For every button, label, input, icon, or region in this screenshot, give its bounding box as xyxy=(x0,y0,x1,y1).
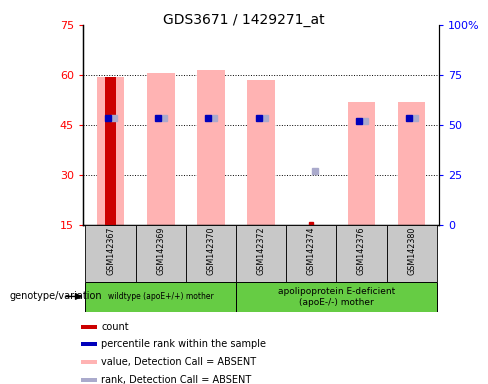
Bar xyxy=(186,225,236,282)
Bar xyxy=(347,101,375,225)
Bar xyxy=(197,70,224,225)
Text: GDS3671 / 1429271_at: GDS3671 / 1429271_at xyxy=(163,13,325,27)
Bar xyxy=(386,225,437,282)
Text: percentile rank within the sample: percentile rank within the sample xyxy=(101,339,266,349)
Bar xyxy=(286,225,336,282)
Bar xyxy=(85,225,136,282)
Text: GSM142376: GSM142376 xyxy=(357,227,366,275)
Text: wildtype (apoE+/+) mother: wildtype (apoE+/+) mother xyxy=(108,292,214,301)
Text: GSM142372: GSM142372 xyxy=(257,227,265,275)
Text: GSM142374: GSM142374 xyxy=(307,227,316,275)
Bar xyxy=(97,76,124,225)
Bar xyxy=(136,225,186,282)
Text: rank, Detection Call = ABSENT: rank, Detection Call = ABSENT xyxy=(101,375,251,384)
Bar xyxy=(81,360,97,364)
Text: genotype/variation: genotype/variation xyxy=(10,291,102,301)
Bar xyxy=(398,101,426,225)
Bar xyxy=(81,342,97,346)
Bar xyxy=(247,80,275,225)
Text: apolipoprotein E-deficient
(apoE-/-) mother: apolipoprotein E-deficient (apoE-/-) mot… xyxy=(278,287,395,306)
Bar xyxy=(105,76,116,225)
Text: GSM142370: GSM142370 xyxy=(206,227,215,275)
Text: value, Detection Call = ABSENT: value, Detection Call = ABSENT xyxy=(101,357,256,367)
Bar xyxy=(336,225,386,282)
Bar xyxy=(147,73,175,225)
Text: GSM142369: GSM142369 xyxy=(156,227,165,275)
Text: count: count xyxy=(101,322,129,332)
Text: GSM142367: GSM142367 xyxy=(106,227,115,275)
Bar xyxy=(85,282,236,312)
Bar xyxy=(81,378,97,382)
Text: GSM142380: GSM142380 xyxy=(407,227,416,275)
Bar xyxy=(236,282,437,312)
Bar xyxy=(81,325,97,329)
Bar xyxy=(236,225,286,282)
